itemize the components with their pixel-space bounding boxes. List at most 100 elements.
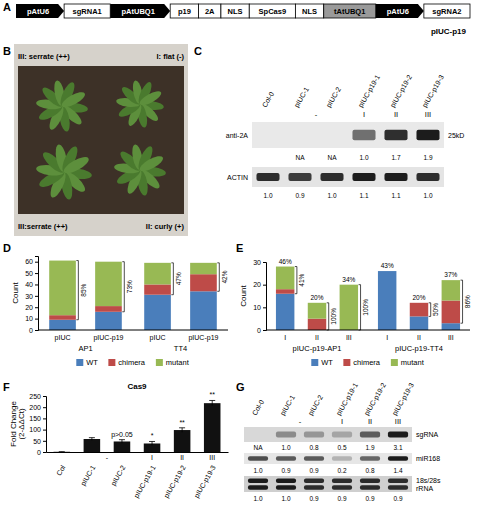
tick-mark — [35, 273, 38, 274]
quant-label: NA — [253, 444, 263, 451]
tick-mark — [35, 330, 38, 331]
plant — [36, 144, 93, 201]
tick-label: 10 — [25, 315, 33, 322]
axis: ColpIUC-1pIUC-2pIUC-p19-1pIUC-p19-2pIUC-… — [47, 452, 229, 499]
lane-label: pIUC-2 — [325, 86, 343, 109]
lane-label: pIUC-p19-1 — [357, 74, 382, 109]
bar-segment — [144, 284, 171, 294]
promoter-arrow — [376, 4, 424, 18]
element-label: NLS — [228, 7, 243, 16]
top-label: 20% — [310, 294, 323, 301]
element-label: sgRNA1 — [73, 7, 102, 16]
element-label: pAtU6 — [27, 7, 49, 16]
bar-chart: 050100150200250ColpIUC-1pIUC-2pIUC-p19-1… — [9, 382, 229, 499]
quant-label: 0.9 — [393, 495, 402, 502]
panel-letter: G — [236, 381, 245, 393]
part-box — [295, 4, 323, 18]
bar-segment — [442, 301, 460, 324]
category-label: pIUC — [55, 334, 71, 342]
axis-line — [47, 452, 229, 453]
tick-mark — [263, 330, 266, 331]
phenotype-label: II: curly (+) — [146, 222, 185, 231]
genotype-label: - — [299, 417, 302, 426]
genotype-label: III — [395, 417, 401, 426]
bar-segment — [95, 306, 122, 312]
quant-label: 1.0 — [423, 192, 432, 199]
bracket — [171, 263, 173, 295]
bar-segment — [95, 262, 122, 306]
construct-element: SpCas9 — [249, 4, 295, 18]
top-label: 46% — [279, 258, 292, 265]
legend-label: chimera — [118, 358, 146, 367]
bracket-label: 42% — [221, 270, 228, 283]
bracket-label: 86% — [464, 295, 471, 308]
blot — [244, 427, 412, 442]
phenotype-label: III:serrate (++) — [18, 222, 68, 231]
chart-title: Cas9 — [127, 382, 147, 391]
part-box — [199, 4, 221, 18]
band — [256, 173, 279, 181]
band — [276, 485, 296, 489]
band — [304, 432, 324, 438]
tick-mark — [43, 407, 46, 408]
soil — [18, 66, 184, 214]
tick: 100 — [29, 426, 46, 433]
band — [388, 485, 408, 489]
band — [332, 432, 352, 438]
row-label: ACTIN — [227, 174, 248, 181]
error-bar — [89, 438, 95, 441]
axis-title: Count — [239, 285, 248, 307]
tick: 150 — [29, 415, 46, 422]
tick: pIUC-p19-3 — [193, 452, 218, 499]
tick: Col — [55, 452, 67, 477]
blot — [252, 167, 444, 187]
blot — [244, 476, 412, 492]
bars — [276, 267, 460, 330]
legend-item: WT — [311, 358, 333, 367]
bracket-label: 100% — [330, 308, 337, 325]
row-label: sgRNA — [416, 431, 439, 439]
photo-frame — [14, 44, 188, 236]
panel-letter: D — [3, 242, 11, 254]
quant-label: 1.0 — [327, 192, 336, 199]
band — [276, 478, 296, 482]
panel-letter: B — [3, 45, 11, 57]
element-label: sgRNA2 — [432, 7, 461, 16]
band — [320, 173, 343, 181]
bar-segment — [276, 267, 294, 290]
bar-segment — [190, 263, 217, 274]
error-bar — [209, 400, 215, 405]
bar-segment — [49, 261, 76, 316]
legend-swatch — [156, 359, 163, 366]
tick-mark — [43, 452, 46, 453]
category-label: pIUC-p19 — [93, 334, 123, 342]
legend-item: chimera — [343, 358, 381, 367]
construct-element: tAtUBQ1 — [324, 4, 376, 18]
part-box — [221, 4, 249, 18]
construct-element: sgRNA1 — [64, 4, 110, 18]
tick: pIUC-p19-2 — [163, 452, 188, 499]
category-label: pIUC — [150, 334, 166, 342]
genotype-label: I — [363, 110, 365, 119]
row-label: anti-2A — [226, 132, 249, 139]
lane-label: pIUC-p19-2 — [363, 382, 388, 417]
tick-mark — [35, 319, 38, 320]
legend-item: WT — [76, 358, 98, 367]
category-label: III — [346, 334, 352, 341]
tick-label: 50 — [25, 270, 33, 277]
bracket — [359, 285, 361, 330]
axis-title: Fold Change(2-ΔΔCt) — [9, 401, 26, 447]
axis-line — [43, 397, 47, 453]
row-label: miR168 — [416, 455, 440, 462]
phenotype-label: III: serrate (++) — [18, 52, 70, 61]
quant-label: 0.9 — [295, 192, 304, 199]
lane-label: pIUC-p19-3 — [421, 74, 446, 109]
bracket-label: 100% — [362, 299, 369, 316]
western-blot: Col-0pIUC-1pIUC-2pIUC-p19-1pIUC-p19-2pIU… — [226, 74, 465, 199]
bar-segment — [308, 303, 326, 319]
construct-element: pAtU6 — [16, 4, 64, 18]
panel-letter: F — [3, 381, 10, 393]
axis: 0102030 — [253, 259, 266, 334]
quant-label: 0.9 — [309, 467, 318, 474]
bracket — [217, 263, 219, 291]
